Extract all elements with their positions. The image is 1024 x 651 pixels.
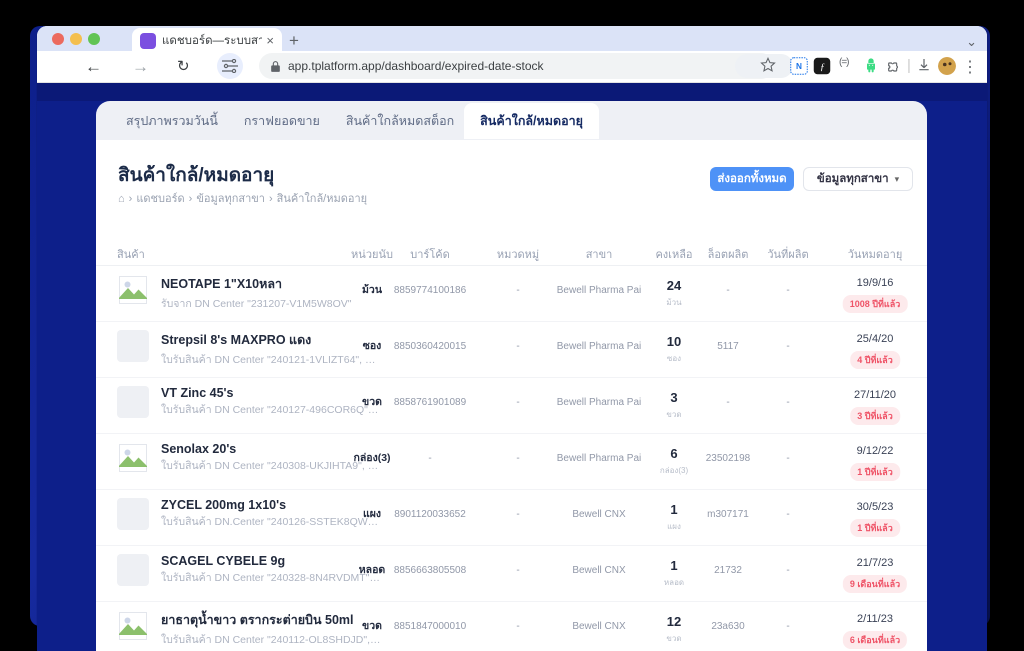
svg-text:ƒ: ƒ	[820, 62, 825, 73]
svg-text:N: N	[796, 62, 802, 71]
